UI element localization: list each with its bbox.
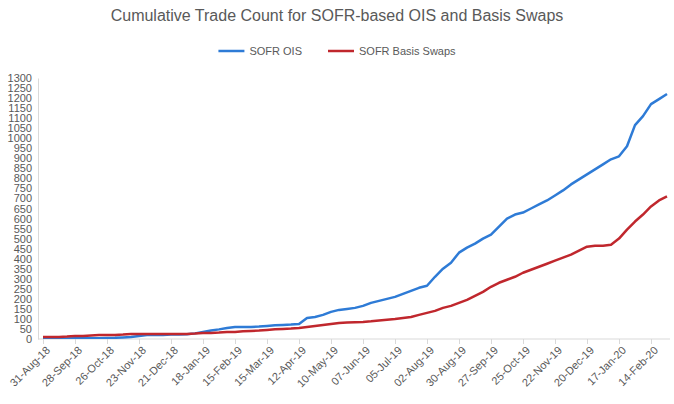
y-tick-label: 1300 [8,72,32,84]
x-tick-mark [523,339,524,344]
x-tick-mark [363,339,364,344]
x-tick-mark [139,339,140,344]
x-tick-mark [395,339,396,344]
y-axis-line [38,79,39,340]
x-tick-mark [491,339,492,344]
legend-label: SOFR Basis Swaps [359,45,456,57]
series-line [43,196,667,337]
x-tick-mark [107,339,108,344]
x-tick-mark [555,339,556,344]
x-tick-mark [619,339,620,344]
x-axis: 31-Aug-1828-Sep-1826-Oct-1823-Nov-1821-D… [7,339,670,389]
series-line [43,94,667,338]
x-tick-mark [651,339,652,344]
x-tick: 07-Jun-19 [329,339,373,387]
x-tick-mark [235,339,236,344]
x-tick-mark [331,339,332,344]
x-tick-mark [427,339,428,344]
legend-item: SOFR OIS [218,45,302,57]
legend-label: SOFR OIS [249,45,302,57]
chart: Cumulative Trade Count for SOFR-based OI… [0,0,674,404]
y-tick: 1300 [8,72,38,84]
legend: SOFR OIS SOFR Basis Swaps [218,45,456,57]
x-tick-mark [75,339,76,344]
x-tick-label: 07-Jun-19 [329,344,373,388]
plot-area [43,94,667,338]
x-tick-mark [299,339,300,344]
legend-swatch [328,50,354,53]
legend-item: SOFR Basis Swaps [328,45,456,57]
title: Cumulative Trade Count for SOFR-based OI… [111,7,564,24]
x-tick-mark [267,339,268,344]
y-axis: 0501001502002503003504004505005506006507… [8,72,39,345]
x-tick-mark [587,339,588,344]
x-tick-mark [171,339,172,344]
x-tick-mark [203,339,204,344]
legend-swatch [218,50,244,53]
x-tick: 14-Feb-20 [616,339,660,388]
x-tick-mark [459,339,460,344]
x-axis-line [38,339,670,340]
x-tick-mark [43,339,44,344]
x-tick-label: 14-Feb-20 [616,344,660,388]
